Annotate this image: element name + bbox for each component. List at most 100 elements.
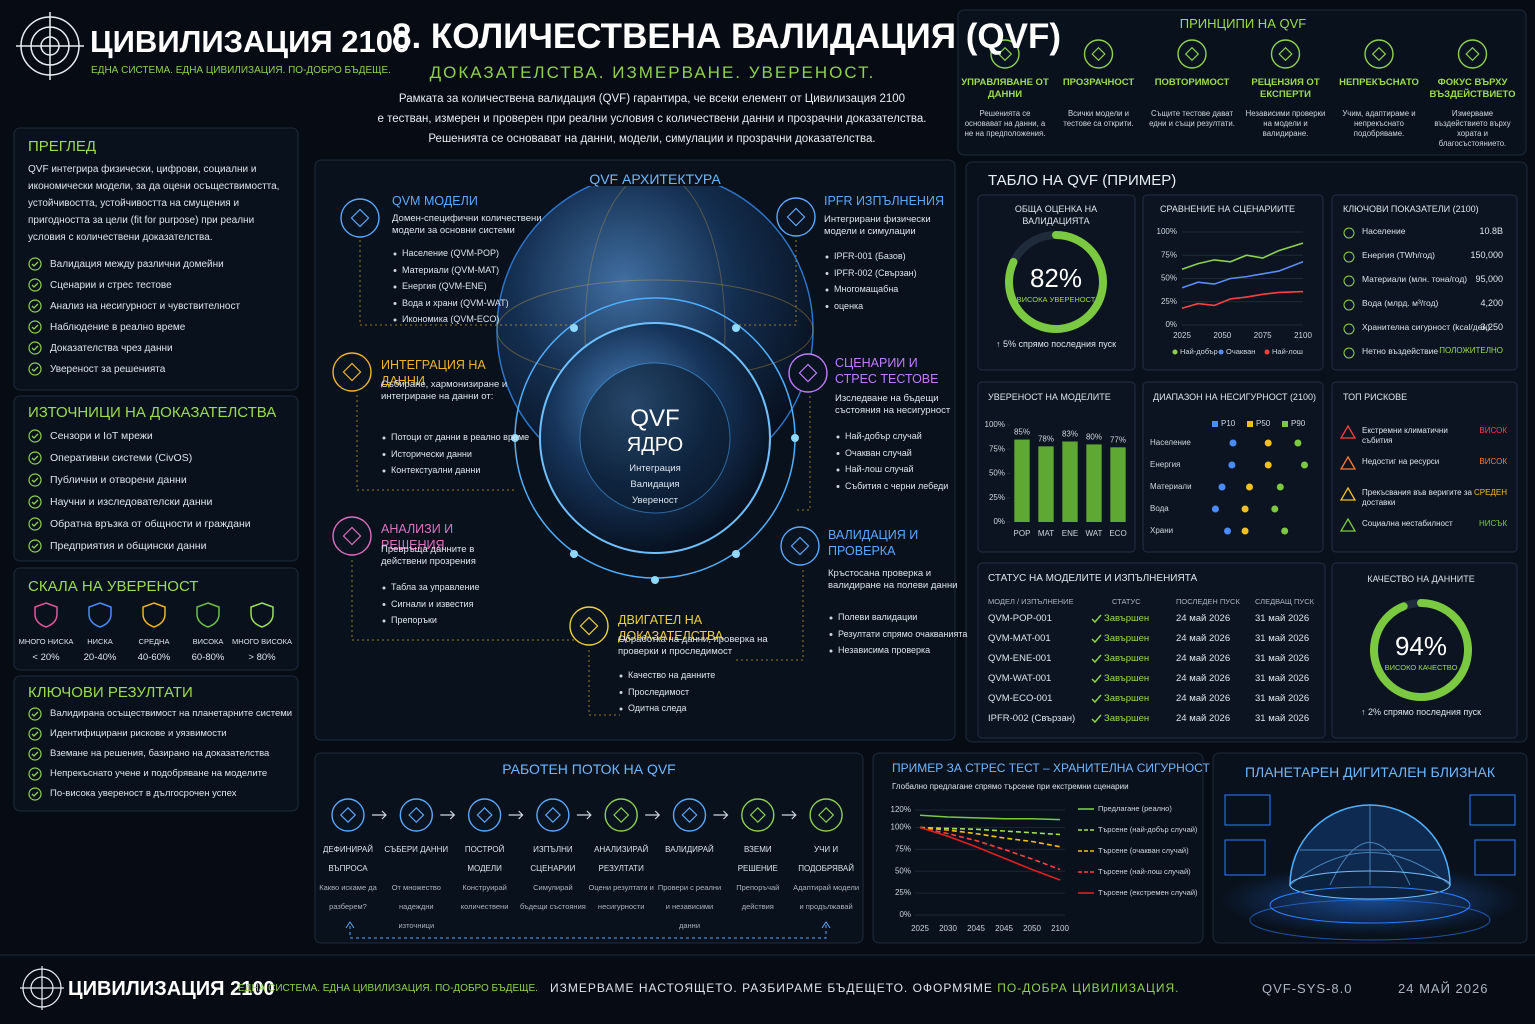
step-title: УЧИ И ПОДОБРЯВАЙ bbox=[798, 845, 854, 873]
loop-arrow-head bbox=[345, 921, 831, 929]
table-cell: 24 май 2026 bbox=[1176, 633, 1231, 644]
bullet bbox=[836, 435, 840, 439]
icon bbox=[990, 39, 1020, 69]
table-cell: 24 май 2026 bbox=[1176, 693, 1231, 704]
bullet bbox=[836, 468, 840, 472]
gauge-caption: ВИСОКА УВЕРЕНОСТ bbox=[1016, 295, 1096, 304]
principle-title: УПРАВЛЯВАНЕ ОТ ДАННИ bbox=[961, 77, 1049, 101]
bar-label: 80% bbox=[1086, 433, 1102, 442]
risk-icon bbox=[1339, 424, 1357, 439]
module-text: Кръстосана проверка и валидиране на поле… bbox=[828, 568, 958, 592]
check-icon bbox=[31, 303, 39, 309]
card-title: ОБЩА ОЦЕНКА НА ВАЛИДАЦИЯТА bbox=[1014, 204, 1098, 226]
range-point bbox=[1264, 439, 1272, 447]
indicator-label: Енергия (TWh/год) bbox=[1362, 250, 1436, 260]
bar-label: 78% bbox=[1038, 434, 1054, 443]
scale-shield bbox=[196, 602, 220, 628]
table-cell: 24 май 2026 bbox=[1176, 613, 1231, 624]
check-icon bbox=[31, 791, 39, 797]
status-check bbox=[1091, 614, 1102, 624]
table-cell: Завършен bbox=[1104, 673, 1150, 684]
flow-arrow bbox=[781, 810, 797, 820]
icon bbox=[332, 516, 372, 556]
bullet bbox=[836, 485, 840, 488]
indicator-icon bbox=[1343, 323, 1355, 335]
table-cell: QVM-ECO-001 bbox=[988, 693, 1053, 704]
bar-label: 85% bbox=[1014, 428, 1030, 437]
step-text: Конструирай количествени bbox=[460, 883, 509, 911]
step-text: Препоръчай действия bbox=[736, 883, 780, 911]
step-text: Симулирай бъдещи състояния bbox=[519, 883, 586, 911]
table-cell: 31 май 2026 bbox=[1255, 713, 1310, 724]
gauge-note: ↑ 2% спрямо последния пуск bbox=[1360, 707, 1482, 717]
y-tick-label: 100% bbox=[1157, 227, 1177, 236]
icon bbox=[672, 798, 707, 832]
source-item: Публични и отворени данни bbox=[50, 474, 187, 486]
module-item: Сигнали и известия bbox=[391, 598, 474, 609]
table-cell: QVM-WAT-001 bbox=[988, 673, 1052, 684]
card bbox=[1331, 381, 1518, 553]
flow-arrow bbox=[440, 810, 456, 820]
step-title: ПОСТРОЙ МОДЕЛИ bbox=[464, 845, 505, 873]
icon bbox=[1278, 46, 1293, 62]
indicator-value: 4,200 bbox=[1480, 298, 1503, 308]
module-title: АНАЛИЗИ И РЕШЕНИЯ bbox=[381, 522, 454, 553]
principle-title: ПРОЗРАЧНОСТ bbox=[1062, 77, 1135, 88]
bar bbox=[1062, 441, 1078, 522]
bullet bbox=[619, 674, 623, 678]
check-icon bbox=[31, 282, 39, 288]
table-cell: 31 май 2026 bbox=[1255, 693, 1310, 704]
module-title: ИНТЕГРАЦИЯ НА ДАННИ bbox=[381, 358, 486, 389]
y-tick-label: 120% bbox=[891, 805, 911, 814]
bullet bbox=[382, 603, 386, 606]
table-header: СЛЕДВАЩ ПУСК bbox=[1255, 597, 1314, 606]
icon bbox=[1270, 39, 1301, 69]
x-tick-label: 2030 bbox=[939, 924, 957, 933]
source-item: Научни и изследователски данни bbox=[50, 496, 213, 508]
icon bbox=[818, 806, 835, 824]
card bbox=[1331, 194, 1518, 371]
icon bbox=[749, 806, 766, 824]
step-title: ДЕФИНИРАЙ ВЪПРОСА bbox=[323, 845, 373, 873]
table-cell: Завършен bbox=[1104, 613, 1150, 624]
module-item: Табла за управление bbox=[391, 582, 480, 592]
step-title: ИЗПЪЛНИ СЦЕНАРИИ bbox=[530, 845, 576, 873]
principle-text: Всички модели и тестове са открити. bbox=[1063, 109, 1134, 129]
indicator-value: 95,000 bbox=[1475, 274, 1503, 284]
range-point bbox=[1241, 505, 1249, 513]
bullet bbox=[382, 436, 386, 440]
module-title: ДВИГАТЕЛ НА ДОКАЗАТЕЛСТВА bbox=[618, 613, 724, 644]
module-item: IPFR-001 (Базов) bbox=[834, 251, 906, 261]
icon bbox=[1091, 46, 1106, 62]
source-item: Обратна връзка от общности и граждани bbox=[50, 518, 251, 530]
table-cell: Завършен bbox=[1104, 633, 1150, 644]
module-item: Събития с черни лебеди bbox=[845, 480, 949, 491]
module-item: Вода и храни (QVM-WAT) bbox=[402, 297, 509, 308]
legend-label: Най-лош bbox=[1272, 347, 1303, 356]
scale-range: > 80% bbox=[248, 652, 276, 663]
flow-arrow bbox=[576, 810, 592, 820]
flow-arrow bbox=[713, 810, 729, 820]
risk-level: НИСЪК bbox=[1478, 519, 1507, 528]
x-tick-label: 2045 bbox=[967, 924, 985, 933]
module-item: Най-лош случай bbox=[845, 464, 914, 474]
series-line bbox=[919, 826, 1061, 836]
check-icon bbox=[28, 495, 42, 509]
module-text: Интегрирани физически модели и симулации bbox=[824, 214, 931, 238]
check-icon bbox=[31, 345, 39, 351]
card-title: СРАВНЕНИЕ НА СЦЕНАРИИТЕ bbox=[1160, 204, 1295, 214]
module-item: Материали (QVM-MAT) bbox=[402, 264, 500, 275]
check-icon bbox=[28, 707, 42, 721]
card bbox=[977, 562, 1326, 739]
risk-icon bbox=[1339, 486, 1357, 501]
icon bbox=[1364, 39, 1394, 69]
x-tick-label: 2050 bbox=[1023, 924, 1041, 933]
check-icon bbox=[31, 455, 39, 461]
table-cell: QVM-ENE-001 bbox=[988, 653, 1052, 664]
scale-range: 20-40% bbox=[83, 652, 117, 663]
range-point bbox=[1228, 461, 1236, 469]
scale-label: СРЕДНА bbox=[138, 637, 170, 646]
status-check bbox=[1091, 654, 1102, 664]
bar bbox=[1086, 444, 1102, 522]
icon bbox=[536, 798, 570, 832]
